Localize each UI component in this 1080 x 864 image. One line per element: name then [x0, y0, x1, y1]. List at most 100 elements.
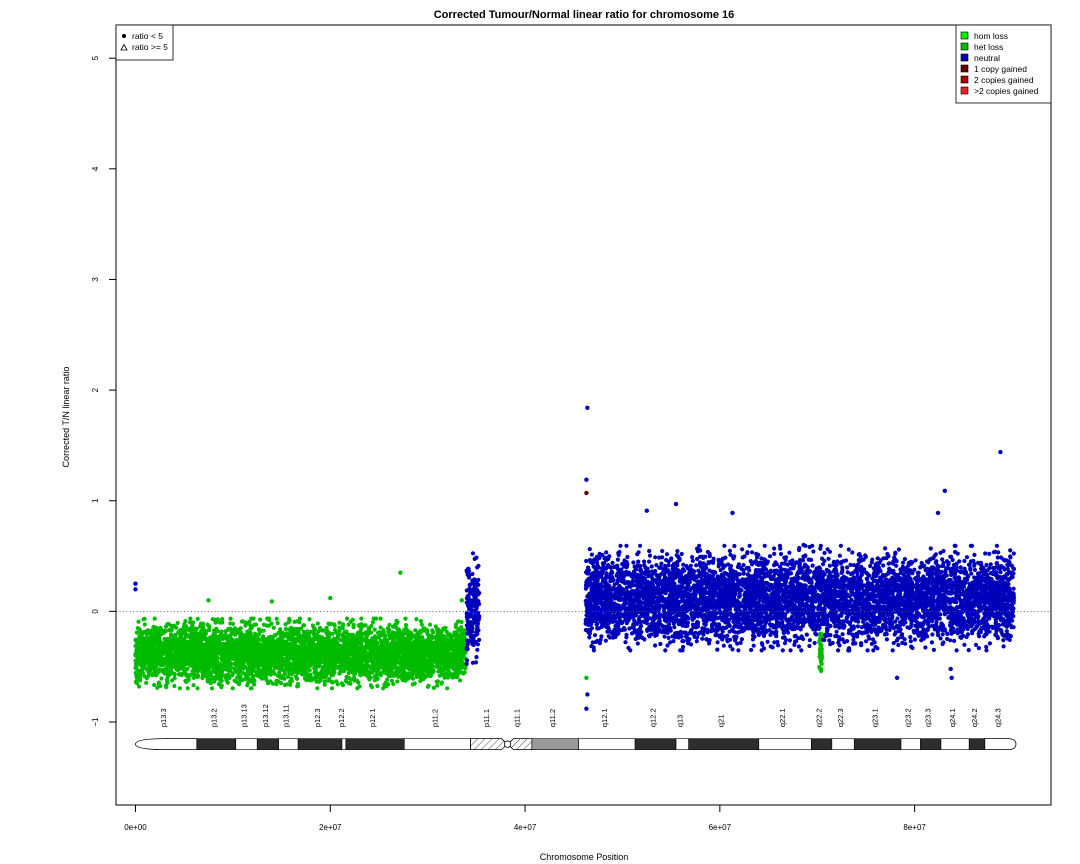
data-point [243, 623, 248, 628]
data-point [362, 664, 367, 669]
data-point [146, 650, 151, 655]
data-point [329, 679, 334, 685]
data-point [457, 659, 462, 664]
data-point [457, 636, 462, 642]
data-point [340, 683, 345, 688]
data-point [316, 629, 321, 634]
data-point [279, 666, 284, 671]
data-point [164, 668, 169, 673]
data-point [196, 637, 201, 643]
data-point [370, 645, 375, 650]
data-point [313, 657, 318, 662]
data-point [213, 647, 218, 652]
data-point [459, 662, 464, 667]
data-point [418, 675, 423, 680]
data-point [378, 643, 384, 649]
data-point [385, 626, 390, 631]
data-point [249, 686, 254, 691]
data-point [243, 636, 248, 641]
data-point [215, 617, 220, 622]
data-point [369, 652, 374, 657]
data-point-outlier [206, 598, 211, 603]
data-point [380, 659, 385, 664]
data-point [201, 636, 206, 641]
data-point [437, 628, 442, 634]
data-point [473, 660, 479, 665]
data-point [251, 616, 256, 621]
data-point [254, 673, 259, 678]
data-point [381, 629, 386, 634]
data-point [333, 651, 339, 657]
data-point [133, 637, 138, 642]
data-point [144, 680, 149, 686]
data-point [461, 671, 466, 676]
data-point [307, 662, 312, 668]
data-point [287, 616, 292, 621]
data-point [435, 679, 440, 684]
data-point [301, 629, 306, 635]
data-point [208, 681, 213, 686]
data-point [342, 646, 347, 651]
data-point [137, 634, 142, 639]
data-point [156, 649, 161, 654]
data-point [227, 657, 232, 662]
data-point [470, 571, 475, 577]
data-point [273, 633, 278, 638]
data-point [221, 635, 226, 641]
data-point [319, 675, 324, 680]
data-point [286, 674, 291, 679]
data-point [240, 619, 245, 624]
data-point-outlier [328, 595, 333, 601]
data-point [382, 682, 387, 687]
data-point [227, 668, 232, 673]
data-point [406, 658, 412, 664]
data-point [148, 628, 153, 633]
data-point [185, 673, 190, 678]
data-point [324, 651, 330, 656]
data-point [363, 650, 368, 655]
data-point [274, 678, 279, 683]
data-point [475, 589, 480, 594]
data-point [466, 568, 471, 573]
data-point [337, 620, 342, 625]
data-point [219, 685, 224, 690]
data-point [394, 621, 400, 626]
data-point [172, 683, 177, 689]
data-point [374, 640, 379, 645]
data-point [352, 645, 358, 650]
data-point [310, 640, 315, 645]
data-point [390, 636, 395, 641]
data-point [137, 684, 142, 689]
data-point [403, 623, 409, 628]
data-point [322, 664, 327, 669]
data-point [230, 686, 235, 691]
data-point [274, 616, 279, 621]
data-point [191, 683, 196, 688]
data-point [258, 617, 263, 622]
data-point [201, 666, 206, 671]
data-point [270, 681, 275, 686]
data-point [137, 649, 142, 654]
data-point [303, 645, 308, 650]
data-point [233, 668, 238, 674]
data-point [149, 645, 154, 650]
data-point [366, 639, 372, 645]
data-point [224, 663, 229, 668]
data-point [282, 632, 287, 637]
data-point [359, 625, 364, 630]
data-point [183, 619, 188, 624]
data-point [436, 669, 441, 674]
data-point [368, 666, 373, 671]
data-point [413, 657, 418, 662]
data-point [183, 662, 188, 667]
data-point [322, 641, 327, 646]
data-point [277, 670, 282, 675]
data-point [294, 676, 299, 681]
data-point [169, 640, 174, 645]
data-point [300, 668, 305, 673]
data-point [224, 678, 229, 683]
data-point [158, 625, 163, 631]
data-point [205, 677, 210, 683]
data-point [211, 641, 216, 646]
